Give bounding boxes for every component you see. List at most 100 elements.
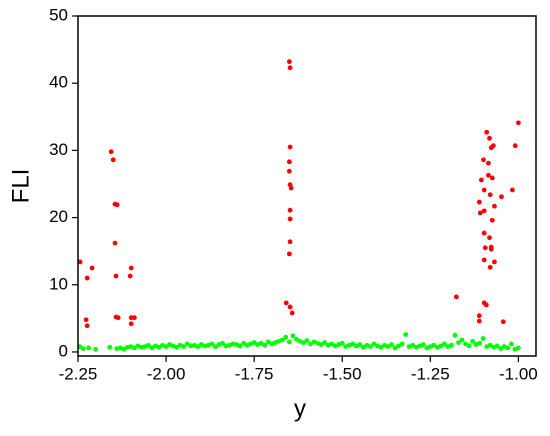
point: [488, 246, 494, 252]
point: [505, 345, 511, 351]
point: [286, 339, 292, 345]
point: [251, 340, 257, 345]
point: [128, 265, 134, 271]
point: [512, 143, 518, 149]
point: [389, 342, 394, 347]
point: [371, 341, 377, 347]
point: [392, 345, 398, 351]
point: [489, 175, 495, 181]
point: [110, 157, 116, 163]
point: [481, 187, 487, 193]
y-tick-label: 0: [59, 341, 68, 360]
point: [438, 343, 444, 349]
point: [476, 199, 482, 205]
point: [378, 344, 384, 350]
point: [487, 135, 492, 141]
point: [482, 245, 488, 251]
point: [108, 149, 114, 155]
point: [478, 177, 484, 183]
point: [350, 341, 356, 347]
point: [262, 342, 268, 348]
point: [487, 192, 493, 198]
point: [410, 342, 416, 348]
point: [449, 342, 454, 348]
point: [396, 343, 401, 349]
point: [84, 275, 90, 281]
point: [357, 342, 363, 347]
x-tick-label: -2.00: [147, 364, 186, 383]
point: [107, 344, 113, 350]
point: [403, 332, 409, 337]
point: [492, 259, 497, 265]
point: [442, 341, 447, 347]
point: [476, 313, 482, 319]
point: [508, 341, 514, 347]
point: [241, 340, 246, 346]
point: [287, 65, 293, 71]
point: [156, 344, 162, 350]
point: [322, 340, 328, 345]
point: [163, 344, 169, 349]
point: [470, 338, 475, 344]
point: [499, 194, 504, 200]
point: [184, 341, 190, 347]
point: [131, 345, 137, 351]
plot-frame: [77, 15, 537, 357]
point: [283, 300, 289, 306]
point: [477, 340, 483, 346]
point: [286, 168, 292, 174]
y-tick-label: 20: [49, 207, 68, 226]
x-tick-label: -1.00: [499, 364, 538, 383]
point: [492, 203, 497, 209]
point: [289, 310, 295, 316]
point: [195, 344, 201, 349]
point: [113, 273, 119, 279]
point: [452, 332, 458, 338]
point: [480, 336, 486, 341]
point: [237, 343, 243, 349]
point: [488, 145, 494, 151]
point: [83, 317, 89, 323]
point: [174, 344, 180, 350]
point: [463, 341, 468, 347]
point: [115, 315, 121, 321]
point: [487, 264, 493, 270]
point: [509, 187, 515, 193]
point: [89, 265, 95, 271]
point: [112, 240, 118, 246]
point: [360, 344, 366, 350]
point: [149, 345, 155, 351]
x-tick-label: -2.25: [59, 364, 98, 383]
point: [279, 337, 285, 343]
point: [487, 342, 493, 348]
point: [500, 319, 506, 325]
point: [288, 185, 294, 191]
point: [318, 342, 324, 347]
y-axis-title: FLI: [7, 169, 34, 204]
point: [476, 318, 482, 324]
x-tick-label: -1.75: [235, 364, 274, 383]
point: [498, 346, 504, 352]
point: [294, 336, 299, 342]
point: [84, 323, 90, 329]
point: [127, 273, 133, 279]
point: [287, 207, 293, 213]
point: [489, 217, 495, 223]
point: [486, 160, 491, 166]
point: [93, 346, 99, 352]
point: [146, 342, 151, 348]
point: [301, 340, 306, 345]
point: [484, 129, 490, 135]
point: [290, 333, 296, 339]
point: [486, 172, 491, 178]
point: [483, 302, 489, 308]
point: [456, 340, 461, 345]
point: [420, 342, 426, 347]
point: [481, 208, 487, 214]
point: [286, 59, 292, 65]
point: [209, 341, 215, 347]
point: [181, 344, 187, 349]
point: [329, 341, 335, 347]
point: [220, 340, 225, 346]
